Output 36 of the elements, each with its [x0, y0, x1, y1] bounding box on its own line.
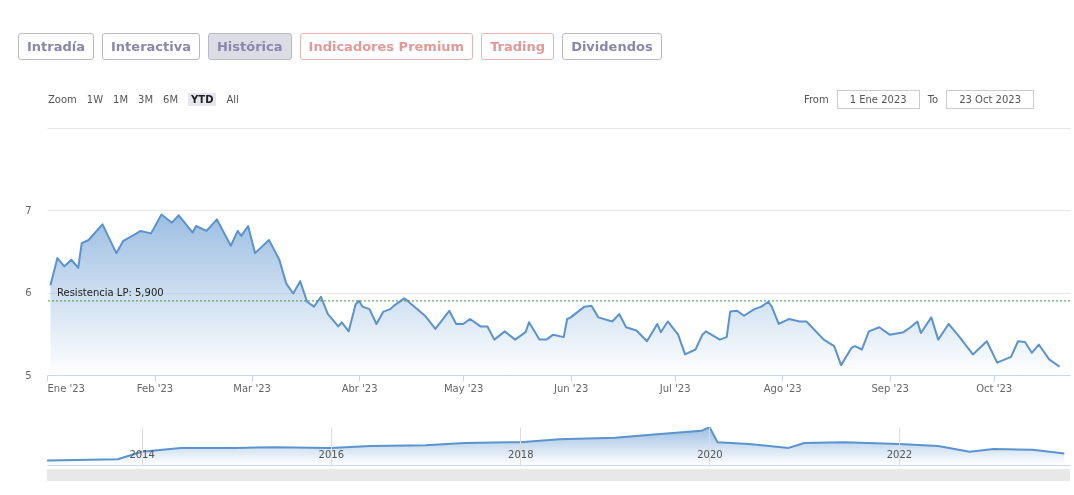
- y-tick-label: 7: [25, 204, 32, 216]
- x-tick-label: Feb '23: [136, 382, 174, 394]
- text: Intradía: [18, 33, 95, 60]
- text: 1M: [113, 94, 129, 105]
- text: Dividendos: [562, 33, 662, 60]
- x-tick-label: 2022: [886, 448, 913, 460]
- text: 1W: [86, 94, 104, 105]
- x-tick-label: Ago '23: [763, 382, 802, 394]
- x-tick-label: Ene '23: [47, 382, 85, 394]
- text: 1 Ene 2023: [836, 90, 920, 109]
- x-tick-label: 2018: [508, 448, 534, 460]
- text: Indicadores Premium: [299, 33, 474, 60]
- x-tick-label: Jul '23: [658, 382, 691, 394]
- text: 3M: [138, 94, 154, 105]
- x-tick-label: Oct '23: [976, 382, 1013, 394]
- text: Zoom: [48, 94, 77, 105]
- text: To: [927, 94, 939, 105]
- x-tick-label: Abr '23: [341, 382, 378, 394]
- text: YTD: [188, 93, 217, 106]
- x-tick-label: 2014: [129, 448, 155, 460]
- y-tick-label: 5: [25, 369, 32, 381]
- x-tick-label: Jun '23: [553, 382, 589, 394]
- ref-line-label: Resistencia LP: 5,900: [57, 286, 164, 298]
- x-tick-label: 2020: [697, 448, 723, 460]
- text: 23 Oct 2023: [946, 90, 1034, 109]
- text: Interactiva: [102, 33, 200, 60]
- y-tick-label: 6: [25, 287, 32, 299]
- x-tick-label: Mar '23: [233, 382, 271, 394]
- x-tick-label: 2016: [318, 448, 345, 460]
- x-tick-label: Sep '23: [871, 382, 909, 394]
- text: From: [803, 94, 829, 105]
- text: Histórica: [207, 33, 292, 60]
- text: 6M: [163, 94, 179, 105]
- x-tick-label: May '23: [443, 382, 484, 394]
- text: All: [226, 94, 239, 105]
- text: Trading: [481, 33, 555, 60]
